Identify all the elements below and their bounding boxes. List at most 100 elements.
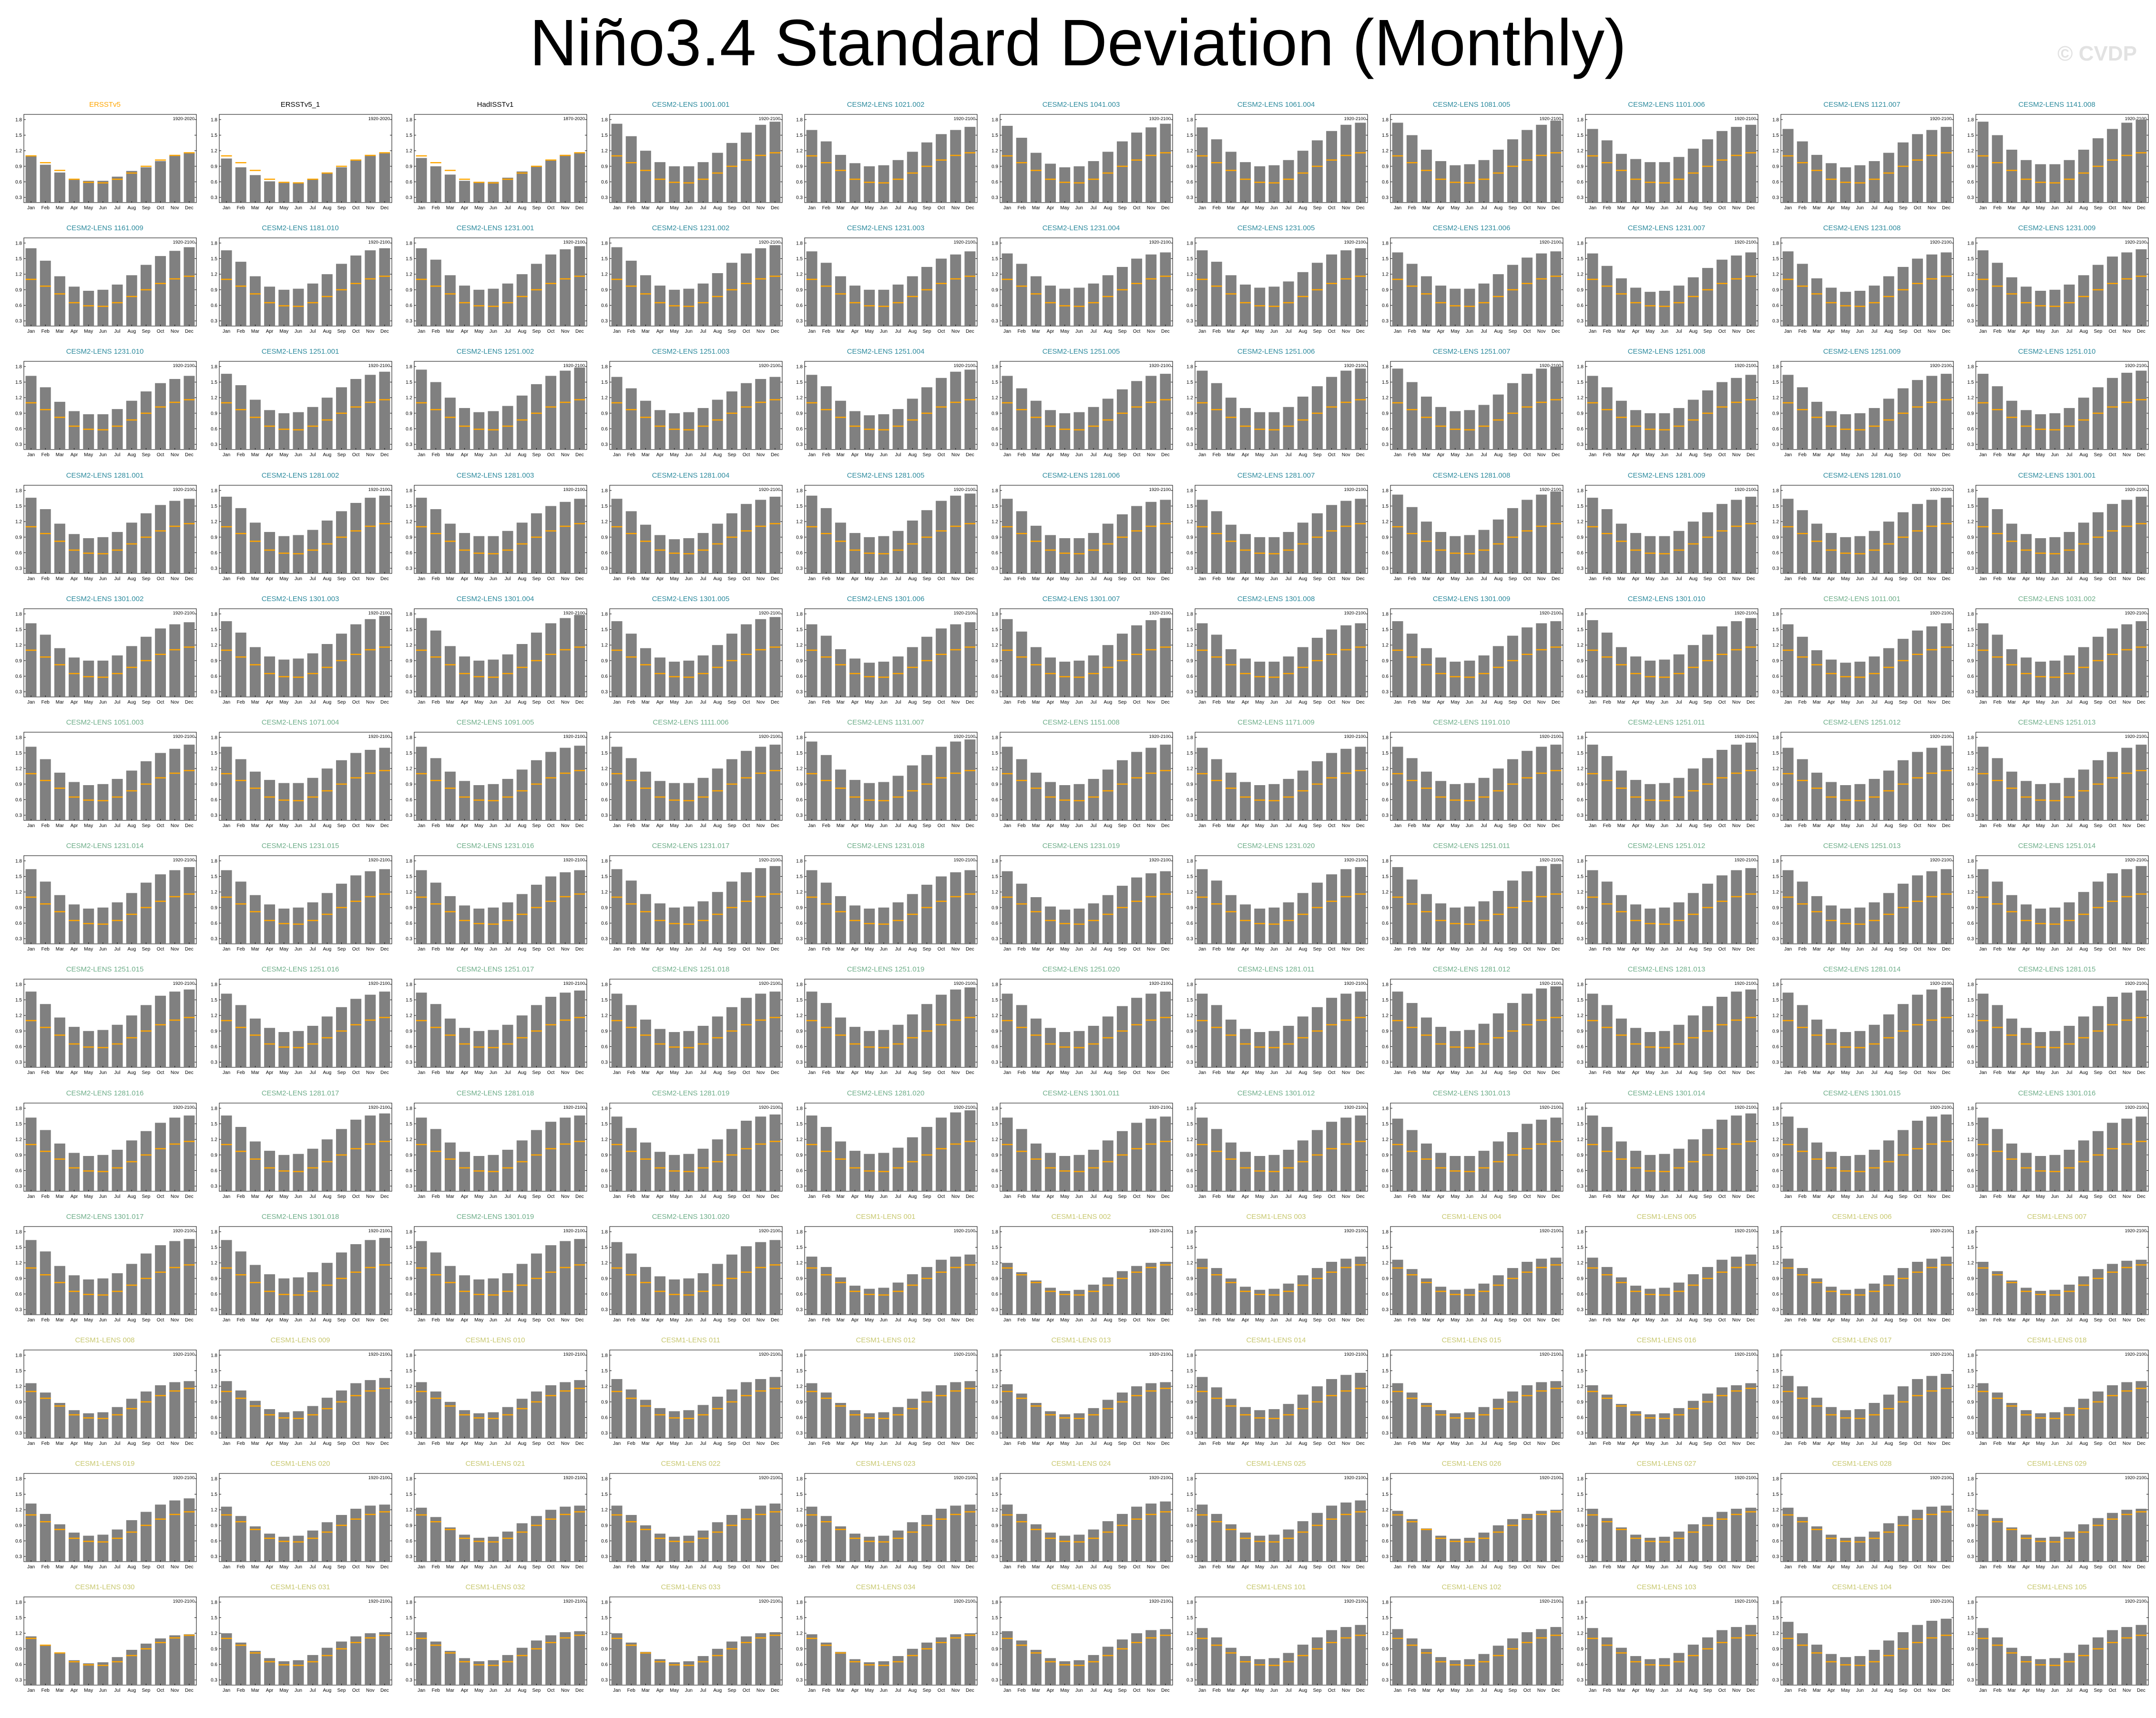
bar: [221, 747, 232, 820]
bar: [1587, 620, 1598, 697]
y-tick-label: 0.6: [1772, 427, 1779, 432]
y-tick-label: 0.6: [1186, 551, 1193, 556]
bar: [1702, 139, 1713, 203]
y-tick-label: 0.9: [1772, 782, 1779, 787]
y-tick-label: 1.8: [991, 488, 998, 493]
x-tick-label: Dec: [185, 576, 194, 582]
chart-panel: CESM2-LENS 1301.0101920-21000.30.60.91.2…: [1577, 595, 1758, 705]
x-tick-label: Feb: [822, 823, 831, 828]
y-tick-label: 1.2: [15, 272, 22, 277]
bar: [54, 772, 65, 820]
bar: [740, 624, 752, 697]
y-tick-label: 0.3: [1186, 689, 1193, 695]
x-tick-label: Aug: [908, 576, 917, 582]
x-tick-label: Feb: [1408, 700, 1416, 705]
plot-frame: [1195, 485, 1368, 574]
x-tick-label: Jun: [2051, 700, 2059, 705]
bar: [878, 165, 889, 203]
bar: [1059, 538, 1070, 573]
bar: [336, 883, 347, 944]
bar: [907, 152, 918, 203]
x-tick-label: Aug: [518, 452, 526, 458]
bar: [292, 412, 304, 450]
x-tick-label: Oct: [1133, 452, 1140, 458]
bar: [1116, 267, 1128, 327]
y-tick-label: 0.6: [991, 921, 998, 926]
bar: [155, 256, 166, 327]
y-tick-label: 0.9: [796, 535, 803, 540]
x-tick-label: Dec: [966, 823, 974, 828]
x-tick-label: Mar: [1617, 576, 1626, 582]
x-tick-label: May: [670, 700, 679, 705]
x-tick-label: Feb: [1017, 823, 1026, 828]
bar: [278, 413, 289, 450]
x-tick-label: Oct: [1913, 205, 1921, 211]
x-tick-label: May: [1255, 205, 1264, 211]
years-label: 1920-2100: [1930, 116, 1951, 122]
x-tick-label: Jun: [1661, 576, 1668, 582]
x-tick-label: Apr: [461, 823, 469, 828]
bar: [1449, 165, 1461, 203]
bar: [1478, 655, 1490, 697]
bar: [1044, 410, 1056, 450]
bar: [1311, 637, 1323, 697]
panel-title: CESM2-LENS 1021.002: [847, 101, 925, 109]
bar: [2121, 500, 2133, 573]
years-label: 1920-2100: [954, 240, 975, 245]
plot-frame: [414, 237, 587, 327]
bar: [1977, 250, 1989, 327]
bar: [1059, 167, 1070, 203]
x-tick-label: Oct: [1718, 576, 1726, 582]
x-tick-label: Jan: [613, 329, 621, 334]
bar: [430, 166, 441, 203]
x-tick-label: Jul: [700, 576, 706, 582]
panel-title: CESM2-LENS 1301.005: [652, 595, 729, 603]
x-tick-label: May: [1255, 823, 1264, 828]
y-tick-label: 1.8: [796, 365, 803, 370]
bar: [1883, 399, 1894, 450]
bar: [307, 407, 318, 450]
x-tick-label: Nov: [756, 452, 765, 458]
years-label: 1920-2100: [1539, 734, 1561, 739]
bar: [1940, 252, 1952, 327]
x-tick-label: Jan: [1979, 700, 1987, 705]
bar: [892, 531, 904, 573]
x-tick-label: Oct: [938, 700, 945, 705]
x-tick-label: Jan: [1198, 205, 1206, 211]
x-tick-label: Nov: [756, 576, 765, 582]
x-tick-label: Aug: [908, 452, 917, 458]
bar: [1507, 383, 1518, 450]
bar: [1297, 397, 1308, 450]
x-tick-label: Jun: [1661, 823, 1668, 828]
x-tick-label: Nov: [951, 205, 960, 211]
years-label: 1920-2100: [368, 363, 389, 368]
bar: [1615, 523, 1627, 573]
bar: [1992, 135, 2003, 203]
bar: [755, 619, 766, 697]
y-tick-label: 0.3: [1186, 442, 1193, 448]
bar: [1687, 399, 1699, 450]
x-tick-label: Jul: [505, 329, 511, 334]
x-tick-label: Jan: [808, 329, 816, 334]
x-tick-label: Jan: [1979, 823, 1987, 828]
x-tick-label: Jun: [1270, 823, 1278, 828]
plot-frame: [609, 361, 782, 450]
x-tick-label: Jul: [309, 329, 316, 334]
x-tick-label: Jan: [1198, 576, 1206, 582]
x-tick-label: Aug: [518, 700, 526, 705]
x-tick-label: Feb: [1213, 329, 1221, 334]
x-tick-label: Aug: [127, 329, 136, 334]
bar: [950, 372, 961, 450]
bar: [155, 753, 166, 820]
bar: [712, 273, 723, 327]
bar: [1926, 747, 1937, 820]
chart-panel: CESM2-LENS 1251.0131920-21000.30.60.91.2…: [1967, 718, 2149, 828]
x-tick-label: Jan: [418, 947, 425, 952]
y-tick-label: 1.2: [1577, 272, 1584, 277]
bar: [1211, 383, 1222, 450]
bar: [444, 646, 456, 697]
y-tick-label: 1.2: [1967, 767, 1974, 772]
y-tick-label: 1.5: [796, 256, 803, 262]
bar: [668, 908, 680, 944]
x-tick-label: Aug: [2079, 452, 2088, 458]
